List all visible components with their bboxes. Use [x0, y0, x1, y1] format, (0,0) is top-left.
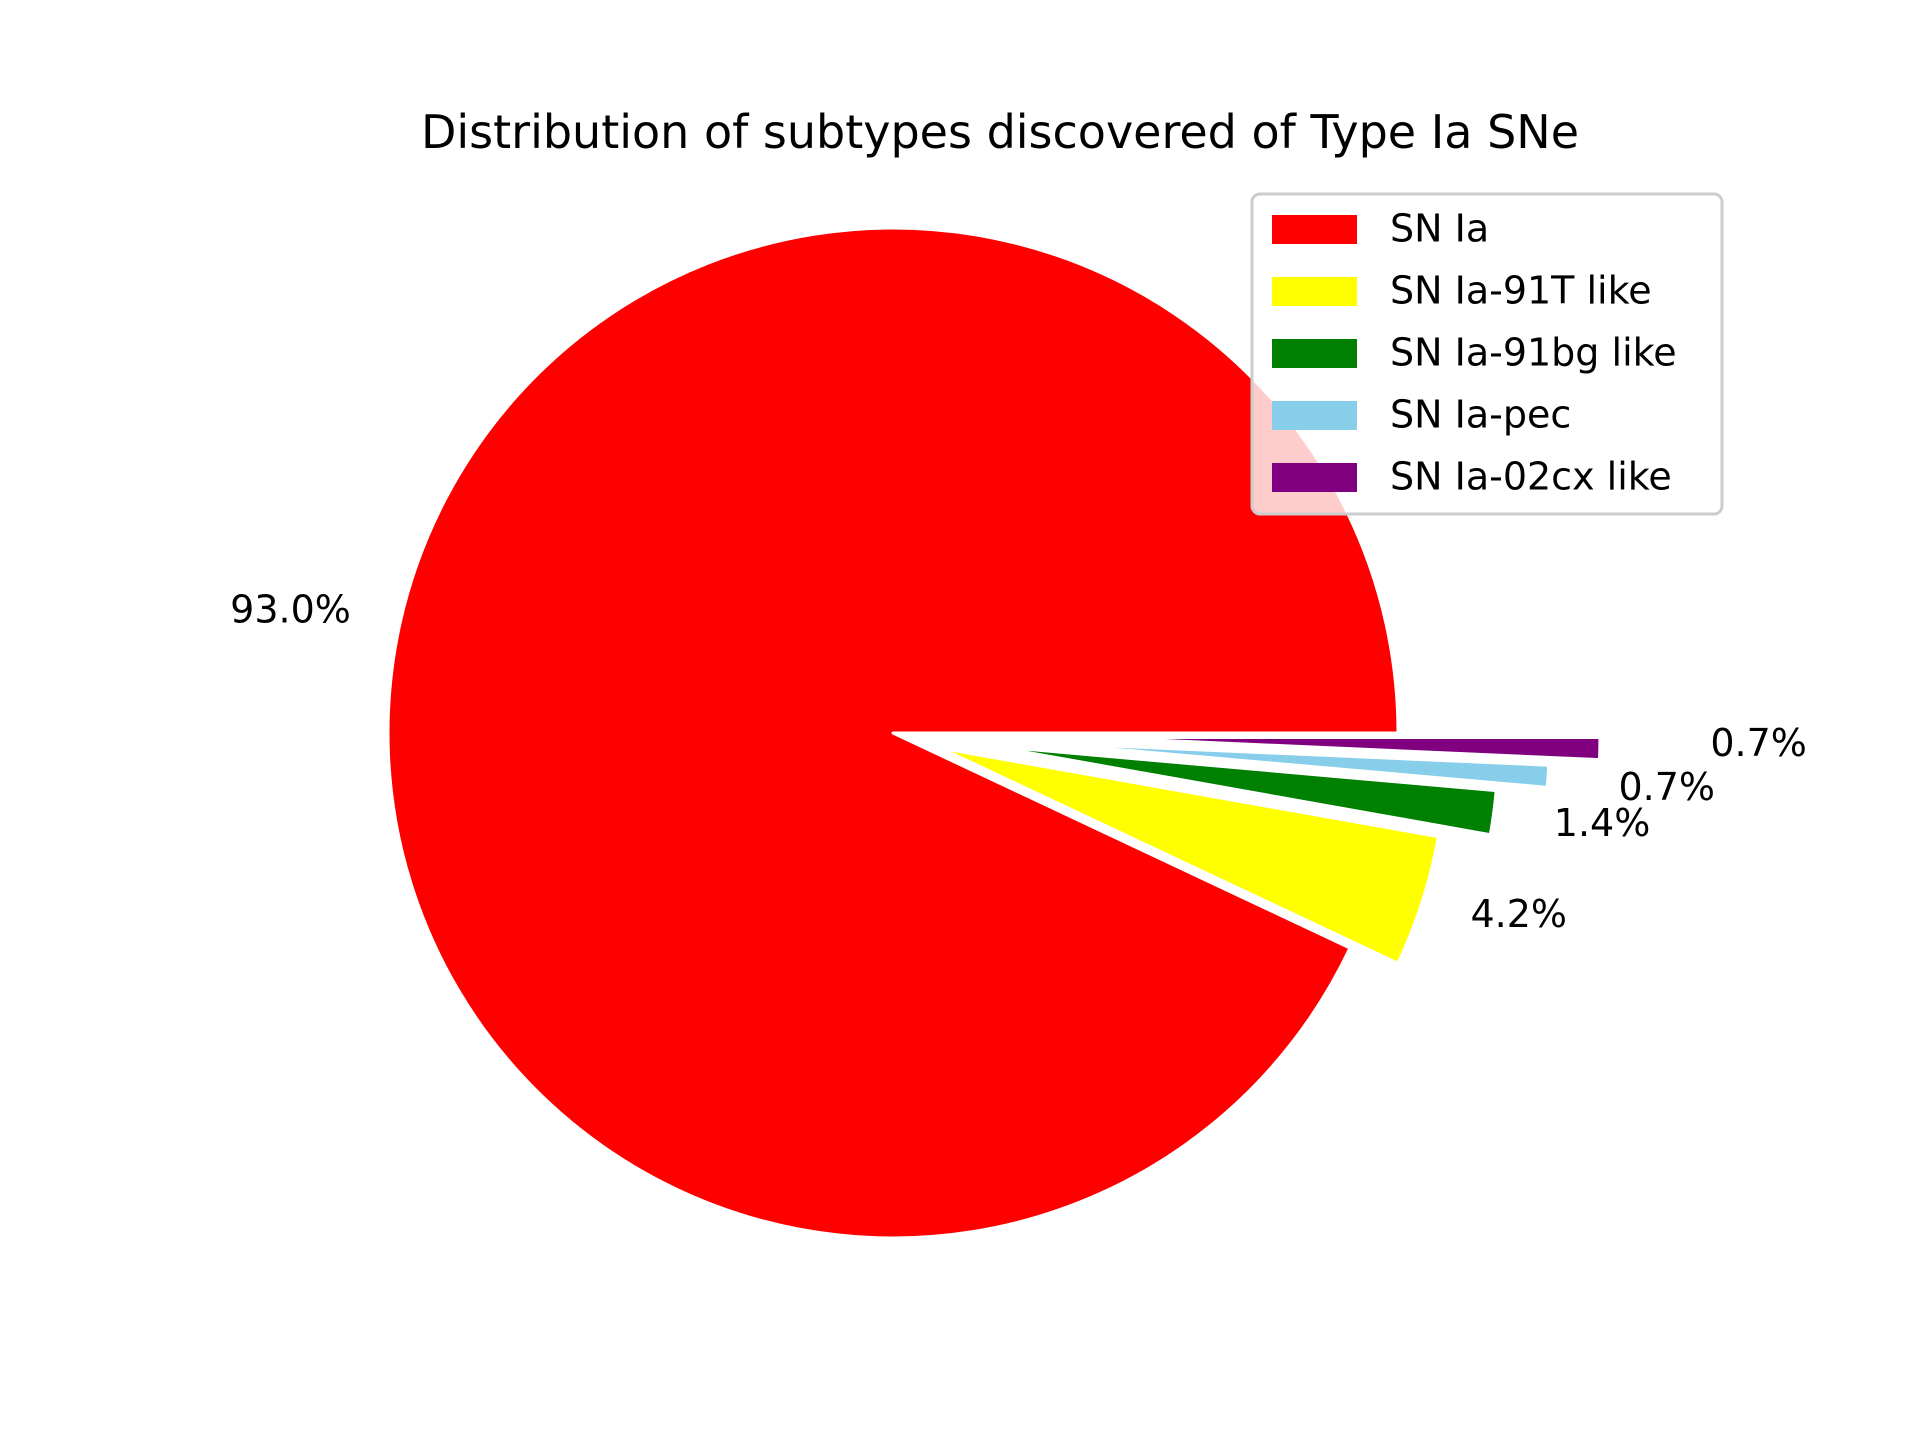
- pie-slice-4: [1093, 735, 1602, 762]
- legend-frame: [1250, 192, 1724, 516]
- legend-label-0: SN Ia: [1390, 207, 1489, 251]
- chart-title: Distribution of subtypes discovered of T…: [421, 105, 1579, 159]
- legend-label-1: SN Ia-91T like: [1390, 269, 1652, 313]
- chart-legend: SN Ia SN Ia-91T like SN Ia-91bg like SN Ia-…: [1250, 192, 1724, 516]
- pie-slice-0: [386, 226, 1400, 1240]
- pie-percent-label-1: 4.2%: [1471, 892, 1568, 936]
- pie-percent-label-2: 1.4%: [1554, 801, 1651, 845]
- legend-swatch-1: [1272, 277, 1357, 306]
- pie-slice-1: [939, 746, 1440, 965]
- pie-percent-label-0: 93.0%: [230, 587, 351, 631]
- legend-label-2: SN Ia-91bg like: [1390, 331, 1677, 375]
- legend-label-3: SN Ia-pec: [1390, 393, 1571, 437]
- pie-slice-2: [991, 744, 1498, 837]
- pie-percent-label-4: 0.7%: [1710, 721, 1807, 765]
- legend-label-4: SN Ia-02cx like: [1390, 455, 1672, 499]
- legend-swatch-4: [1272, 463, 1357, 492]
- legend-swatch-0: [1272, 215, 1357, 244]
- pie-slice-3: [1042, 741, 1551, 789]
- legend-swatch-2: [1272, 339, 1357, 368]
- pie-percent-labels: 93.0%4.2%1.4%0.7%0.7%: [230, 587, 1807, 936]
- pie-percent-label-3: 0.7%: [1618, 765, 1715, 809]
- legend-swatch-3: [1272, 401, 1357, 430]
- pie-slices: [386, 226, 1602, 1240]
